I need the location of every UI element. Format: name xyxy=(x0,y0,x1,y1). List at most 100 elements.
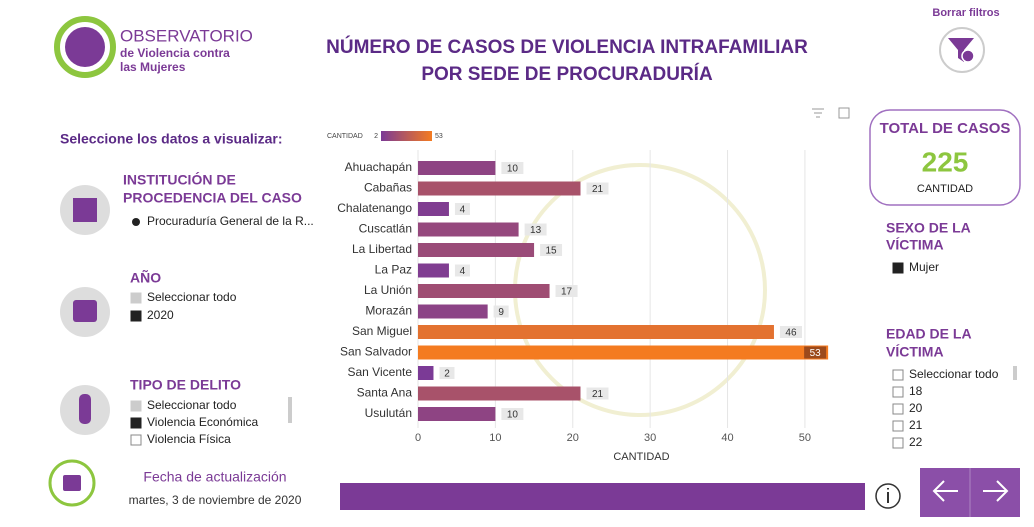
value-label-bg xyxy=(501,408,524,420)
option-label[interactable]: 18 xyxy=(909,384,923,398)
y-tick-label: La Unión xyxy=(364,283,412,297)
value-label-bg xyxy=(586,387,609,400)
update-label: Fecha de actualización xyxy=(143,469,286,485)
logo-text: de Violencia contra xyxy=(120,46,230,60)
value-label-bg xyxy=(493,305,509,318)
bar xyxy=(418,161,496,175)
bar xyxy=(418,181,581,196)
option-label[interactable]: Violencia Física xyxy=(147,432,231,446)
value-label-bg xyxy=(454,264,470,277)
checkbox[interactable] xyxy=(892,369,904,381)
total-card xyxy=(869,109,1021,206)
value-label-bg xyxy=(779,326,802,338)
filter-title: VÍCTIMA xyxy=(886,344,944,360)
checkbox[interactable] xyxy=(892,386,904,398)
option-label[interactable]: 2020 xyxy=(147,308,174,322)
clear-filters-button[interactable] xyxy=(939,27,985,73)
checkbox[interactable] xyxy=(130,434,142,446)
y-tick-label: Cuscatlán xyxy=(359,222,412,236)
checkbox[interactable] xyxy=(892,262,904,274)
y-tick-label: Ahuachapán xyxy=(345,160,412,174)
bar xyxy=(418,222,519,237)
y-tick-label: Morazán xyxy=(365,304,412,318)
y-tick-label: Chalatenango xyxy=(337,201,412,215)
prev-button[interactable] xyxy=(932,480,958,502)
bar xyxy=(418,386,581,401)
checkbox[interactable] xyxy=(130,417,142,429)
scrollbar[interactable] xyxy=(288,397,292,423)
filter-title: SEXO DE LA xyxy=(886,220,971,236)
checkbox[interactable] xyxy=(130,292,142,304)
y-tick-label: San Miguel xyxy=(352,324,412,338)
option-label[interactable]: 21 xyxy=(909,418,923,432)
bar xyxy=(418,304,488,319)
option-label[interactable]: Procuraduría General de la R... xyxy=(147,214,314,228)
value-label-bg xyxy=(439,367,455,379)
value-label: 15 xyxy=(546,246,558,257)
radio[interactable] xyxy=(132,218,140,226)
logo-text: las Mujeres xyxy=(120,60,186,74)
option-label[interactable]: 22 xyxy=(909,435,923,449)
update-icon xyxy=(63,475,81,491)
option-label[interactable]: Violencia Económica xyxy=(147,415,259,429)
value-label-bg xyxy=(804,346,827,359)
checkbox[interactable] xyxy=(130,310,142,322)
clear-filters-label[interactable]: Borrar filtros xyxy=(932,7,999,19)
x-tick-label: 0 xyxy=(415,432,421,444)
scrollbar[interactable] xyxy=(1013,366,1017,380)
option-label[interactable]: Seleccionar todo xyxy=(147,398,237,412)
filter-title: INSTITUCIÓN DE xyxy=(123,171,236,188)
y-tick-label: Santa Ana xyxy=(357,386,413,400)
x-tick-label: 50 xyxy=(799,432,811,444)
y-tick-label: San Vicente xyxy=(348,365,413,379)
title: NÚMERO DE CASOS DE VIOLENCIA INTRAFAMILI… xyxy=(326,36,808,58)
filter-title: EDAD DE LA xyxy=(886,326,972,342)
y-tick-label: Cabañas xyxy=(364,181,412,195)
value-label: 10 xyxy=(507,410,519,421)
x-tick-label: 10 xyxy=(489,432,501,444)
icon xyxy=(79,394,91,424)
value-label-bg xyxy=(555,285,578,297)
option-label[interactable]: 20 xyxy=(909,401,923,415)
x-tick-label: 30 xyxy=(644,432,656,444)
y-tick-label: La Paz xyxy=(375,263,412,277)
bar xyxy=(418,407,496,421)
checkbox[interactable] xyxy=(130,400,142,412)
total-label: CANTIDAD xyxy=(917,183,973,195)
value-label: 4 xyxy=(460,205,466,216)
bottom-bar xyxy=(340,483,865,510)
next-button[interactable] xyxy=(983,480,1009,502)
checkbox[interactable] xyxy=(892,403,904,415)
option-label[interactable]: Seleccionar todo xyxy=(909,367,999,381)
value-label-bg xyxy=(540,244,563,256)
value-label: 46 xyxy=(785,328,797,339)
title: POR SEDE DE PROCURADURÍA xyxy=(421,63,713,85)
bar xyxy=(418,284,550,298)
x-axis-label: CANTIDAD xyxy=(613,451,669,463)
value-label: 9 xyxy=(498,307,504,318)
option-label[interactable]: Mujer xyxy=(909,260,939,274)
value-label-bg xyxy=(586,182,609,195)
y-tick-label: Usulután xyxy=(365,406,412,420)
value-label: 4 xyxy=(460,266,466,277)
focus-icon[interactable] xyxy=(838,107,850,119)
legend-title: CANTIDAD xyxy=(327,133,363,140)
legend-max: 53 xyxy=(435,133,443,140)
y-tick-label: La Libertad xyxy=(352,242,412,256)
prompt: Seleccione los datos a visualizar: xyxy=(60,131,283,147)
value-label-bg xyxy=(524,223,547,236)
checkbox[interactable] xyxy=(892,420,904,432)
bar xyxy=(418,243,535,257)
x-tick-label: 40 xyxy=(721,432,733,444)
icon xyxy=(73,300,97,322)
y-tick-label: San Salvador xyxy=(340,345,412,359)
info-button[interactable] xyxy=(875,483,901,509)
filter-title: AÑO xyxy=(130,269,161,286)
checkbox[interactable] xyxy=(892,437,904,449)
value-label-bg xyxy=(501,162,524,174)
value-label-bg xyxy=(454,203,470,215)
filter-icon[interactable] xyxy=(812,108,824,118)
option-label[interactable]: Seleccionar todo xyxy=(147,290,237,304)
x-tick-label: 20 xyxy=(567,432,579,444)
value-label: 10 xyxy=(507,164,519,175)
